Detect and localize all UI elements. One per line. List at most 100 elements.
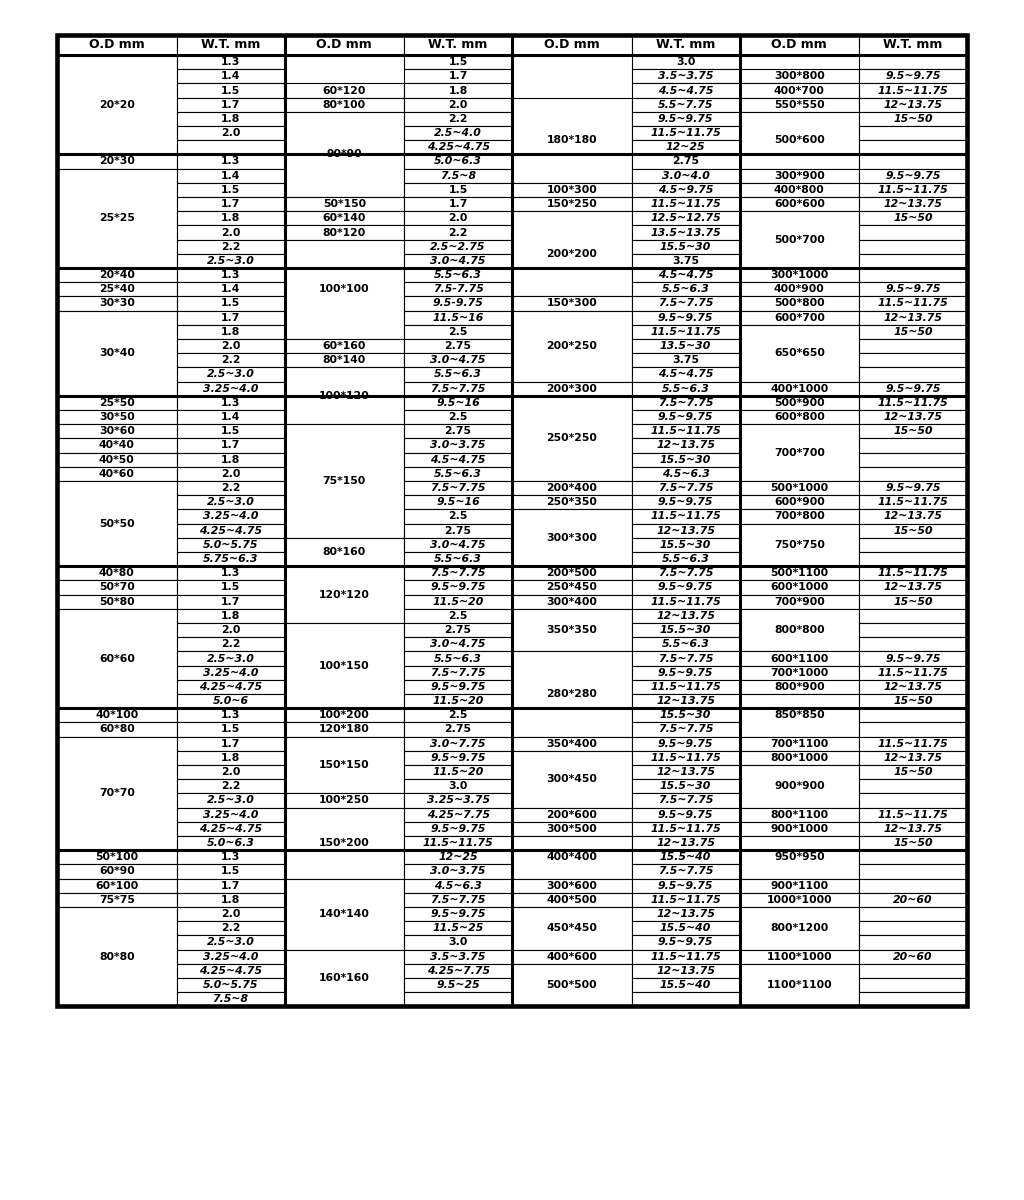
- Bar: [632, 268, 739, 282]
- Text: 60*80: 60*80: [99, 725, 135, 734]
- Text: 400*700: 400*700: [774, 85, 824, 96]
- Text: 500*1000: 500*1000: [770, 484, 828, 493]
- Text: 2.0: 2.0: [221, 910, 241, 919]
- Text: 650*650: 650*650: [774, 348, 824, 358]
- Text: 2.0: 2.0: [449, 214, 468, 223]
- Text: 12~13.75: 12~13.75: [656, 838, 715, 848]
- Text: 3.5~3.75: 3.5~3.75: [430, 952, 485, 961]
- Text: 50*50: 50*50: [99, 518, 135, 528]
- Text: 12~13.75: 12~13.75: [884, 100, 943, 109]
- Bar: [739, 822, 859, 836]
- Text: 5.5~6.3: 5.5~6.3: [434, 554, 482, 564]
- Text: 950*950: 950*950: [774, 852, 824, 863]
- Bar: [404, 70, 512, 84]
- Text: 160*160: 160*160: [318, 973, 370, 983]
- Text: 3.25~4.0: 3.25~4.0: [203, 384, 258, 394]
- Text: 1.8: 1.8: [221, 752, 241, 763]
- Bar: [404, 822, 512, 836]
- Bar: [57, 35, 967, 1007]
- Bar: [404, 396, 512, 410]
- Text: 4.25~4.75: 4.25~4.75: [199, 526, 262, 535]
- Bar: [632, 367, 739, 382]
- Bar: [632, 679, 739, 694]
- Bar: [859, 226, 967, 240]
- Text: 4.25~4.75: 4.25~4.75: [199, 966, 262, 976]
- Bar: [859, 168, 967, 182]
- Bar: [859, 793, 967, 808]
- Bar: [632, 864, 739, 878]
- Bar: [404, 679, 512, 694]
- Text: 3.5~3.75: 3.5~3.75: [657, 71, 714, 82]
- Bar: [739, 311, 859, 325]
- Bar: [404, 452, 512, 467]
- Text: 140*140: 140*140: [318, 910, 370, 919]
- Text: 7.5~7.75: 7.5~7.75: [657, 569, 714, 578]
- Text: 9.5~9.75: 9.5~9.75: [657, 114, 714, 124]
- Text: 60*140: 60*140: [323, 214, 366, 223]
- Text: 11.5~11.75: 11.5~11.75: [650, 199, 721, 209]
- Text: 2.5~3.0: 2.5~3.0: [207, 654, 255, 664]
- Text: 3.0~7.75: 3.0~7.75: [430, 739, 485, 749]
- Bar: [632, 552, 739, 566]
- Bar: [859, 325, 967, 338]
- Bar: [739, 496, 859, 509]
- Text: 1.8: 1.8: [221, 114, 241, 124]
- Bar: [859, 679, 967, 694]
- Text: 2.0: 2.0: [221, 469, 241, 479]
- Text: 9.5~9.75: 9.5~9.75: [886, 284, 941, 294]
- Bar: [177, 935, 285, 949]
- Text: 11.5~11.75: 11.5~11.75: [878, 299, 948, 308]
- Text: 15.5~30: 15.5~30: [659, 540, 712, 550]
- Text: 4.5~9.75: 4.5~9.75: [657, 185, 714, 194]
- Bar: [632, 737, 739, 751]
- Text: 50*70: 50*70: [99, 582, 135, 593]
- Bar: [404, 594, 512, 608]
- Text: 2.5~3.0: 2.5~3.0: [207, 256, 255, 266]
- Text: 500*900: 500*900: [774, 398, 824, 408]
- Bar: [859, 581, 967, 594]
- Bar: [512, 949, 632, 964]
- Text: 60*160: 60*160: [323, 341, 366, 352]
- Text: 4.5~4.75: 4.5~4.75: [657, 270, 714, 280]
- Text: 200*250: 200*250: [547, 341, 597, 352]
- Bar: [512, 652, 632, 737]
- Text: 1.8: 1.8: [221, 895, 241, 905]
- Text: 900*1100: 900*1100: [770, 881, 828, 890]
- Text: 9.5~9.75: 9.5~9.75: [657, 313, 714, 323]
- Bar: [177, 325, 285, 338]
- Text: 9.5~9.75: 9.5~9.75: [657, 810, 714, 820]
- Bar: [285, 35, 404, 55]
- Bar: [739, 523, 859, 566]
- Bar: [739, 97, 859, 112]
- Bar: [404, 240, 512, 253]
- Bar: [512, 608, 632, 652]
- Bar: [177, 35, 285, 55]
- Text: 11.5~25: 11.5~25: [432, 923, 483, 934]
- Bar: [859, 296, 967, 311]
- Text: 3.25~4.0: 3.25~4.0: [203, 810, 258, 820]
- Text: 2.5~2.75: 2.5~2.75: [430, 241, 485, 252]
- Text: 12~13.75: 12~13.75: [884, 682, 943, 692]
- Text: 100*300: 100*300: [547, 185, 597, 194]
- Bar: [859, 935, 967, 949]
- Bar: [512, 594, 632, 608]
- Bar: [859, 737, 967, 751]
- Bar: [739, 325, 859, 382]
- Bar: [404, 55, 512, 70]
- Bar: [632, 126, 739, 140]
- Bar: [859, 353, 967, 367]
- Bar: [632, 509, 739, 523]
- Text: 12~13.75: 12~13.75: [884, 752, 943, 763]
- Text: 250*250: 250*250: [547, 433, 597, 443]
- Text: 5.5~6.3: 5.5~6.3: [662, 640, 710, 649]
- Bar: [404, 581, 512, 594]
- Bar: [177, 155, 285, 168]
- Text: 400*800: 400*800: [774, 185, 824, 194]
- Text: 9.5~9.75: 9.5~9.75: [430, 682, 485, 692]
- Text: 2.2: 2.2: [449, 114, 468, 124]
- Bar: [632, 850, 739, 864]
- Bar: [859, 182, 967, 197]
- Bar: [632, 353, 739, 367]
- Bar: [57, 268, 177, 282]
- Bar: [632, 978, 739, 992]
